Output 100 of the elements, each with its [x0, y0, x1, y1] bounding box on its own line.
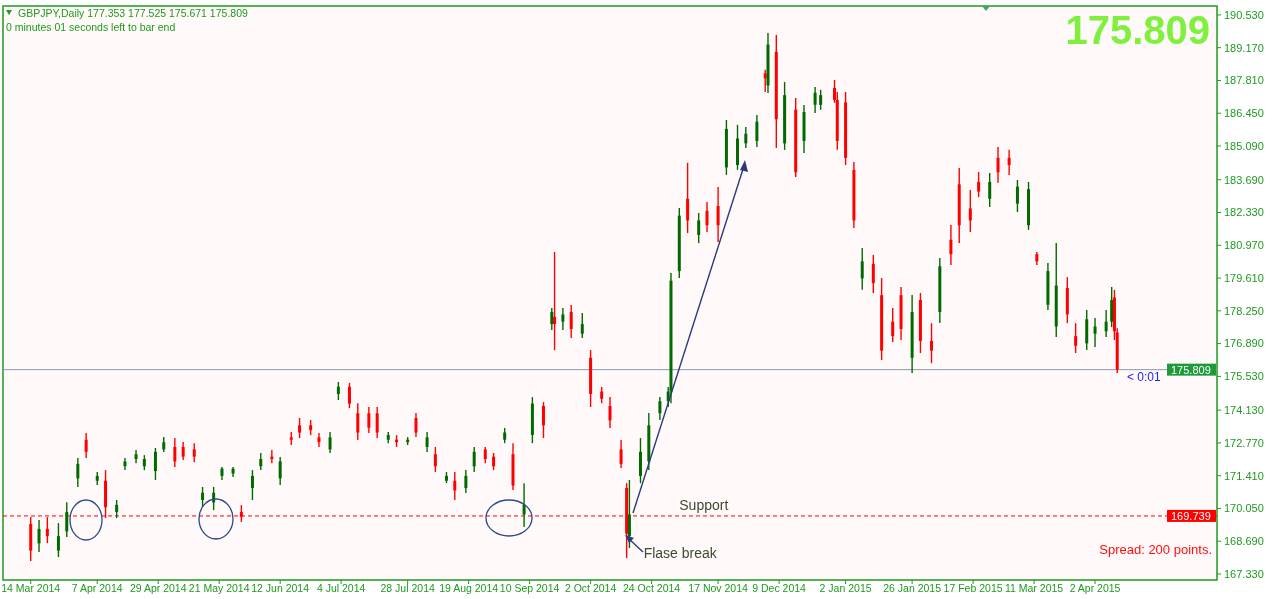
x-tick-label: 26 Jan 2015: [883, 582, 942, 594]
candlestick: [173, 437, 177, 468]
candlestick: [658, 396, 662, 421]
x-tick-label: 4 Jul 2014: [316, 582, 366, 594]
candlestick: [37, 519, 41, 553]
candlestick: [115, 499, 119, 519]
candlestick: [813, 86, 817, 114]
candlestick: [367, 406, 371, 434]
y-tick-label: 174.130: [1224, 403, 1264, 416]
candlestick: [414, 412, 418, 438]
candlestick: [619, 439, 623, 469]
candlestick: [84, 432, 88, 459]
y-tick-label: 179.610: [1224, 271, 1264, 284]
x-tick-label: 17 Feb 2015: [943, 582, 1003, 594]
candlestick: [716, 186, 720, 243]
candlestick: [453, 471, 457, 501]
y-tick-label: 178.250: [1224, 304, 1264, 317]
x-tick-label: 14 Mar 2014: [1, 582, 61, 594]
candlestick: [930, 322, 934, 364]
y-tick-label: 183.690: [1224, 173, 1264, 186]
x-tick-label: 24 Oct 2014: [622, 582, 681, 594]
y-tick-label: 186.450: [1224, 107, 1264, 120]
y-tick-label: 185.090: [1224, 139, 1264, 152]
chart-title: GBPJPY,Daily 177.353 177.525 175.671 175.809: [18, 7, 248, 19]
x-tick-label: 2 Oct 2014: [564, 582, 617, 594]
candlestick: [860, 247, 864, 291]
x-tick-label: 28 Jul 2014: [380, 582, 435, 594]
annotation: Flase break: [643, 545, 718, 562]
candlestick: [278, 456, 282, 486]
candlestick: [472, 446, 476, 473]
x-tick-label: 21 May 2014: [188, 582, 250, 594]
annotation: < 0:01: [1127, 370, 1162, 384]
candlestick: [347, 382, 351, 409]
candlestick: [871, 254, 875, 294]
candlestick: [375, 406, 379, 439]
candlestick: [819, 89, 823, 111]
candlestick: [569, 304, 573, 339]
candlestick: [1104, 309, 1108, 338]
candlestick: [541, 401, 545, 439]
candlestick: [317, 432, 321, 448]
candlestick: [65, 501, 69, 538]
x-tick-label: 17 Nov 2014: [688, 582, 749, 594]
x-tick-label: 10 Sep 2014: [499, 582, 560, 594]
candlestick: [553, 251, 557, 351]
candlestick: [638, 437, 642, 484]
y-tick-label: 170.050: [1224, 502, 1264, 515]
candlestick: [153, 447, 157, 481]
annotation: 175.809: [1065, 8, 1210, 52]
candlestick: [464, 469, 468, 494]
candlestick: [181, 441, 185, 461]
y-tick-label: 189.170: [1224, 41, 1264, 54]
y-tick-label: 171.410: [1224, 469, 1264, 482]
candlestick: [1015, 179, 1019, 213]
candlestick: [561, 307, 565, 331]
candlestick: [433, 446, 437, 473]
y-tick-label: 172.770: [1224, 436, 1264, 449]
ref-line-label: 175.809: [1171, 363, 1211, 376]
x-tick-label: 2 Jan 2015: [819, 582, 872, 594]
candlestick: [988, 172, 992, 208]
candlestick: [298, 417, 302, 439]
candlestick: [550, 307, 554, 331]
x-tick-label: 9 Dec 2014: [752, 582, 807, 594]
candlestick: [76, 457, 80, 488]
y-tick-label: 175.530: [1224, 370, 1264, 383]
candlestick: [1093, 317, 1097, 348]
candlestick: [686, 162, 690, 234]
candlestick: [949, 224, 953, 266]
candlestick: [336, 381, 340, 401]
candlestick: [250, 469, 254, 501]
candlestick: [608, 396, 612, 429]
y-tick-label: 176.890: [1224, 337, 1264, 350]
candlestick: [996, 146, 1000, 184]
candlestick: [201, 486, 205, 508]
candlestick: [1074, 322, 1078, 354]
y-tick-label: 180.970: [1224, 239, 1264, 252]
candlestick: [580, 312, 584, 339]
candlestick: [1110, 286, 1114, 328]
candlestick: [736, 124, 739, 171]
candlestick: [968, 189, 972, 233]
y-tick-label: 190.530: [1224, 8, 1264, 21]
candlestick: [744, 126, 748, 149]
candlestick: [56, 522, 60, 558]
candlestick: [705, 201, 709, 233]
y-tick-label: 182.330: [1224, 206, 1264, 219]
y-tick-label: 167.330: [1224, 567, 1264, 580]
x-tick-label: 29 Apr 2014: [129, 582, 187, 594]
candlestick: [425, 431, 429, 453]
x-tick-label: 11 Mar 2015: [1004, 582, 1064, 594]
candlestick: [328, 431, 332, 454]
candlestick: [192, 442, 196, 463]
x-tick-label: 7 Apr 2014: [71, 582, 123, 594]
y-tick-label: 168.690: [1224, 535, 1264, 548]
x-tick-label: 2 Apr 2015: [1069, 582, 1121, 594]
candlestick: [356, 402, 360, 441]
candlestick: [697, 212, 701, 244]
candlestick: [755, 114, 759, 148]
x-tick-label: 12 Jun 2014: [251, 582, 310, 594]
annotation: Spread: 200 points.: [1099, 542, 1212, 557]
y-tick-label: 187.810: [1224, 74, 1264, 87]
annotation: Support: [679, 496, 729, 513]
